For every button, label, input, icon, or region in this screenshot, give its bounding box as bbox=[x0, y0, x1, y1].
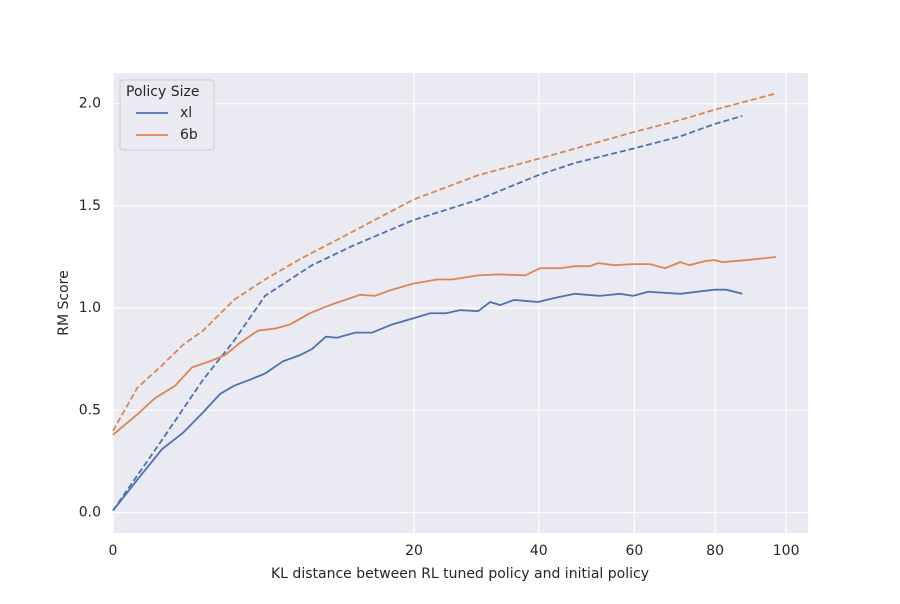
x-tick-label: 80 bbox=[706, 543, 724, 559]
x-tick-label: 60 bbox=[625, 543, 643, 559]
lines bbox=[112, 92, 777, 512]
x-tick-label: 40 bbox=[530, 543, 548, 559]
y-tick-label: 1.5 bbox=[79, 198, 101, 214]
x-tick-label: 100 bbox=[773, 543, 800, 559]
legend-label: xl bbox=[180, 105, 192, 121]
y-tick-label: 1.0 bbox=[79, 300, 101, 316]
legend-box bbox=[119, 79, 215, 151]
y-axis-label: RM Score bbox=[56, 270, 72, 335]
legend: Policy Size xl 6b bbox=[119, 79, 215, 151]
legend-label: 6b bbox=[180, 127, 198, 143]
line bbox=[112, 288, 743, 512]
x-axis-label: KL distance between RL tuned policy and … bbox=[271, 566, 649, 582]
plot-area bbox=[113, 73, 808, 533]
x-tick-label: 0 bbox=[109, 543, 118, 559]
fit-line bbox=[112, 92, 777, 432]
line bbox=[112, 256, 777, 436]
y-tick-label: 2.0 bbox=[79, 96, 101, 112]
y-tick-label: 0.0 bbox=[79, 505, 101, 521]
y-tick-label: 0.5 bbox=[79, 402, 101, 418]
grid bbox=[112, 73, 808, 533]
legend-title: Policy Size bbox=[126, 84, 199, 100]
x-tick-label: 20 bbox=[405, 543, 423, 559]
fit-line bbox=[112, 115, 743, 512]
